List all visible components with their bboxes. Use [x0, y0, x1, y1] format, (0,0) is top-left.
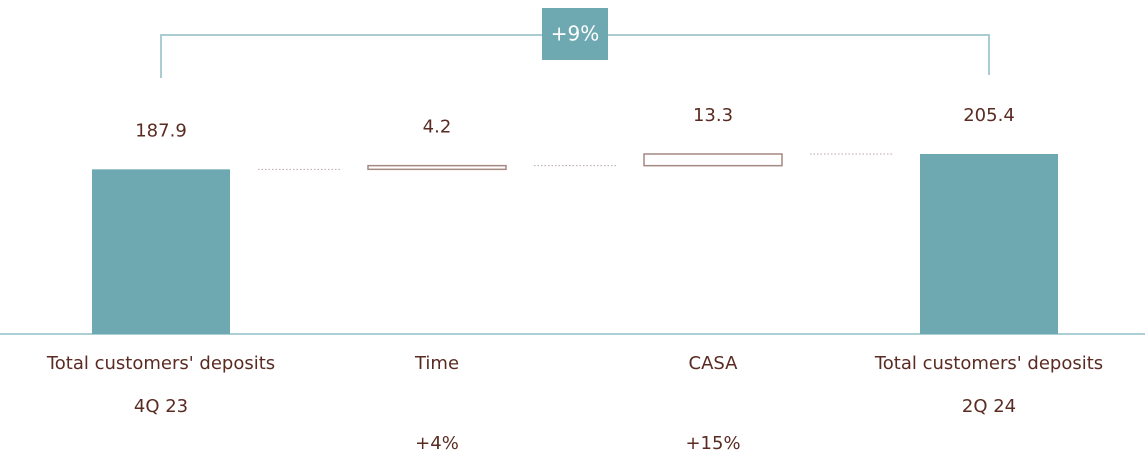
value-label: 205.4 — [963, 105, 1015, 126]
bar — [92, 169, 230, 334]
category-sublabel: 4Q 23 — [134, 396, 188, 417]
value-label: 4.2 — [423, 117, 452, 138]
annotation: +9% — [551, 22, 600, 46]
category-label: Total customers' deposits — [46, 353, 275, 374]
category-label: CASA — [689, 353, 739, 374]
annotation-box — [542, 8, 608, 60]
value-label: 13.3 — [693, 105, 733, 126]
change-label: +15% — [685, 433, 740, 454]
change-label: +4% — [415, 433, 459, 454]
value-label: 187.9 — [135, 120, 187, 141]
bar — [643, 153, 783, 167]
category-sublabel: 2Q 24 — [962, 396, 1016, 417]
category-label: Time — [414, 353, 459, 374]
bar — [367, 164, 507, 171]
category-label: Total customers' deposits — [874, 353, 1103, 374]
bar — [920, 154, 1058, 334]
